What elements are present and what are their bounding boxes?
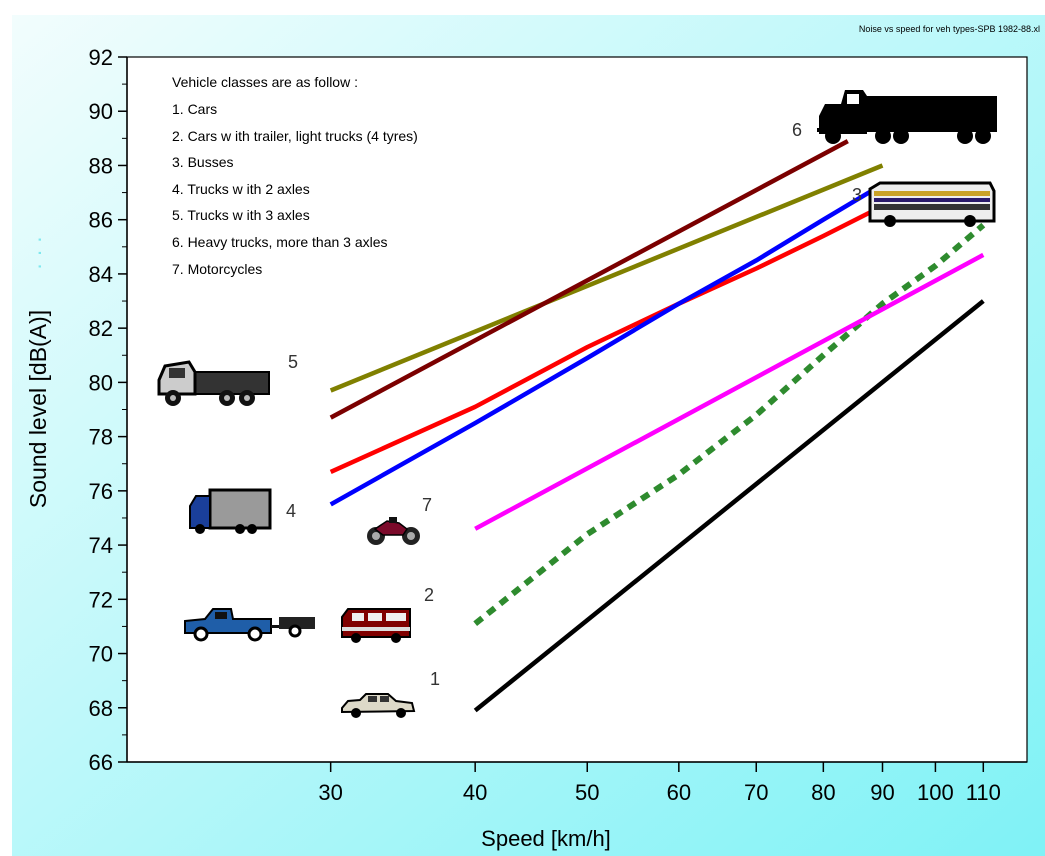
y-tick-label: 76 [89,479,113,504]
motorcycle-icon [367,517,420,545]
y-axis-title-dots: · · · [26,236,51,270]
y-tick-label: 66 [89,750,113,775]
x-axis-title: Speed [km/h] [481,826,611,851]
dump-truck-icon [157,360,270,406]
y-tick-label: 92 [89,45,113,70]
y-axis-title: Sound level [dB(A)] [25,310,51,508]
legend-entry-3: 3. Busses [172,154,233,170]
x-tick-label: 30 [318,780,342,805]
legend: Vehicle classes are as follow : 1. Cars … [172,74,418,277]
legend-entry-1: 1. Cars [172,101,217,117]
series-label-5: 5 [288,352,298,372]
x-tick-label: 110 [966,780,1001,805]
legend-entry-2: 2. Cars w ith trailer, light trucks (4 t… [172,128,418,144]
y-tick-label: 90 [89,99,113,124]
y-tick-label: 74 [89,533,113,558]
legend-entry-5: 5. Trucks w ith 3 axles [172,207,310,223]
van-icon [341,608,411,643]
series-label-1: 1 [430,669,440,689]
x-tick-label: 70 [744,780,768,805]
x-tick-label: 90 [870,780,894,805]
series-label-4: 4 [286,501,296,521]
y-tick-label: 70 [89,642,113,667]
series-label-7: 7 [422,495,432,515]
y-tick-label: 86 [89,208,113,233]
y-tick-label: 82 [89,316,113,341]
box-truck-icon [189,488,272,534]
bus-icon [868,181,996,227]
legend-entry-4: 4. Trucks w ith 2 axles [172,181,310,197]
series-labels: 1 2 3 4 5 6 7 [286,120,862,689]
series-layer [329,139,986,713]
car-icon [341,693,416,718]
pickup-trailer-icon [184,608,315,642]
y-tick-label: 84 [89,262,113,287]
x-tick-label: 100 [917,780,954,805]
x-tick-label: 80 [811,780,835,805]
x-tick-label: 60 [667,780,691,805]
x-axis: 30 40 50 60 70 80 90 100 110 [127,761,1027,805]
legend-entry-7: 7. Motorcycles [172,261,262,277]
legend-title: Vehicle classes are as follow : [172,74,358,90]
y-axis: 66 68 70 72 74 76 78 80 82 84 86 88 90 92 [89,45,128,775]
y-tick-label: 78 [89,425,113,450]
heavy-truck-icon [817,90,997,144]
source-label: Noise vs speed for veh types-SPB 1982-88… [859,24,1040,34]
series-label-2: 2 [424,585,434,605]
series-line-4 [329,182,884,507]
plot-area [126,56,1028,763]
y-tick-label: 80 [89,370,113,395]
series-line-2 [473,222,986,627]
y-tick-label: 88 [89,153,113,178]
series-label-3: 3 [852,185,862,205]
y-tick-label: 72 [89,587,113,612]
series-line-5 [329,163,884,393]
x-tick-label: 50 [575,780,599,805]
series-label-6: 6 [792,120,802,140]
legend-entry-6: 6. Heavy trucks, more than 3 axles [172,234,388,250]
series-line-7 [474,252,985,531]
series-line-1 [473,299,985,713]
y-tick-label: 68 [89,696,113,721]
x-tick-label: 40 [463,780,487,805]
series-line-6 [329,139,849,420]
